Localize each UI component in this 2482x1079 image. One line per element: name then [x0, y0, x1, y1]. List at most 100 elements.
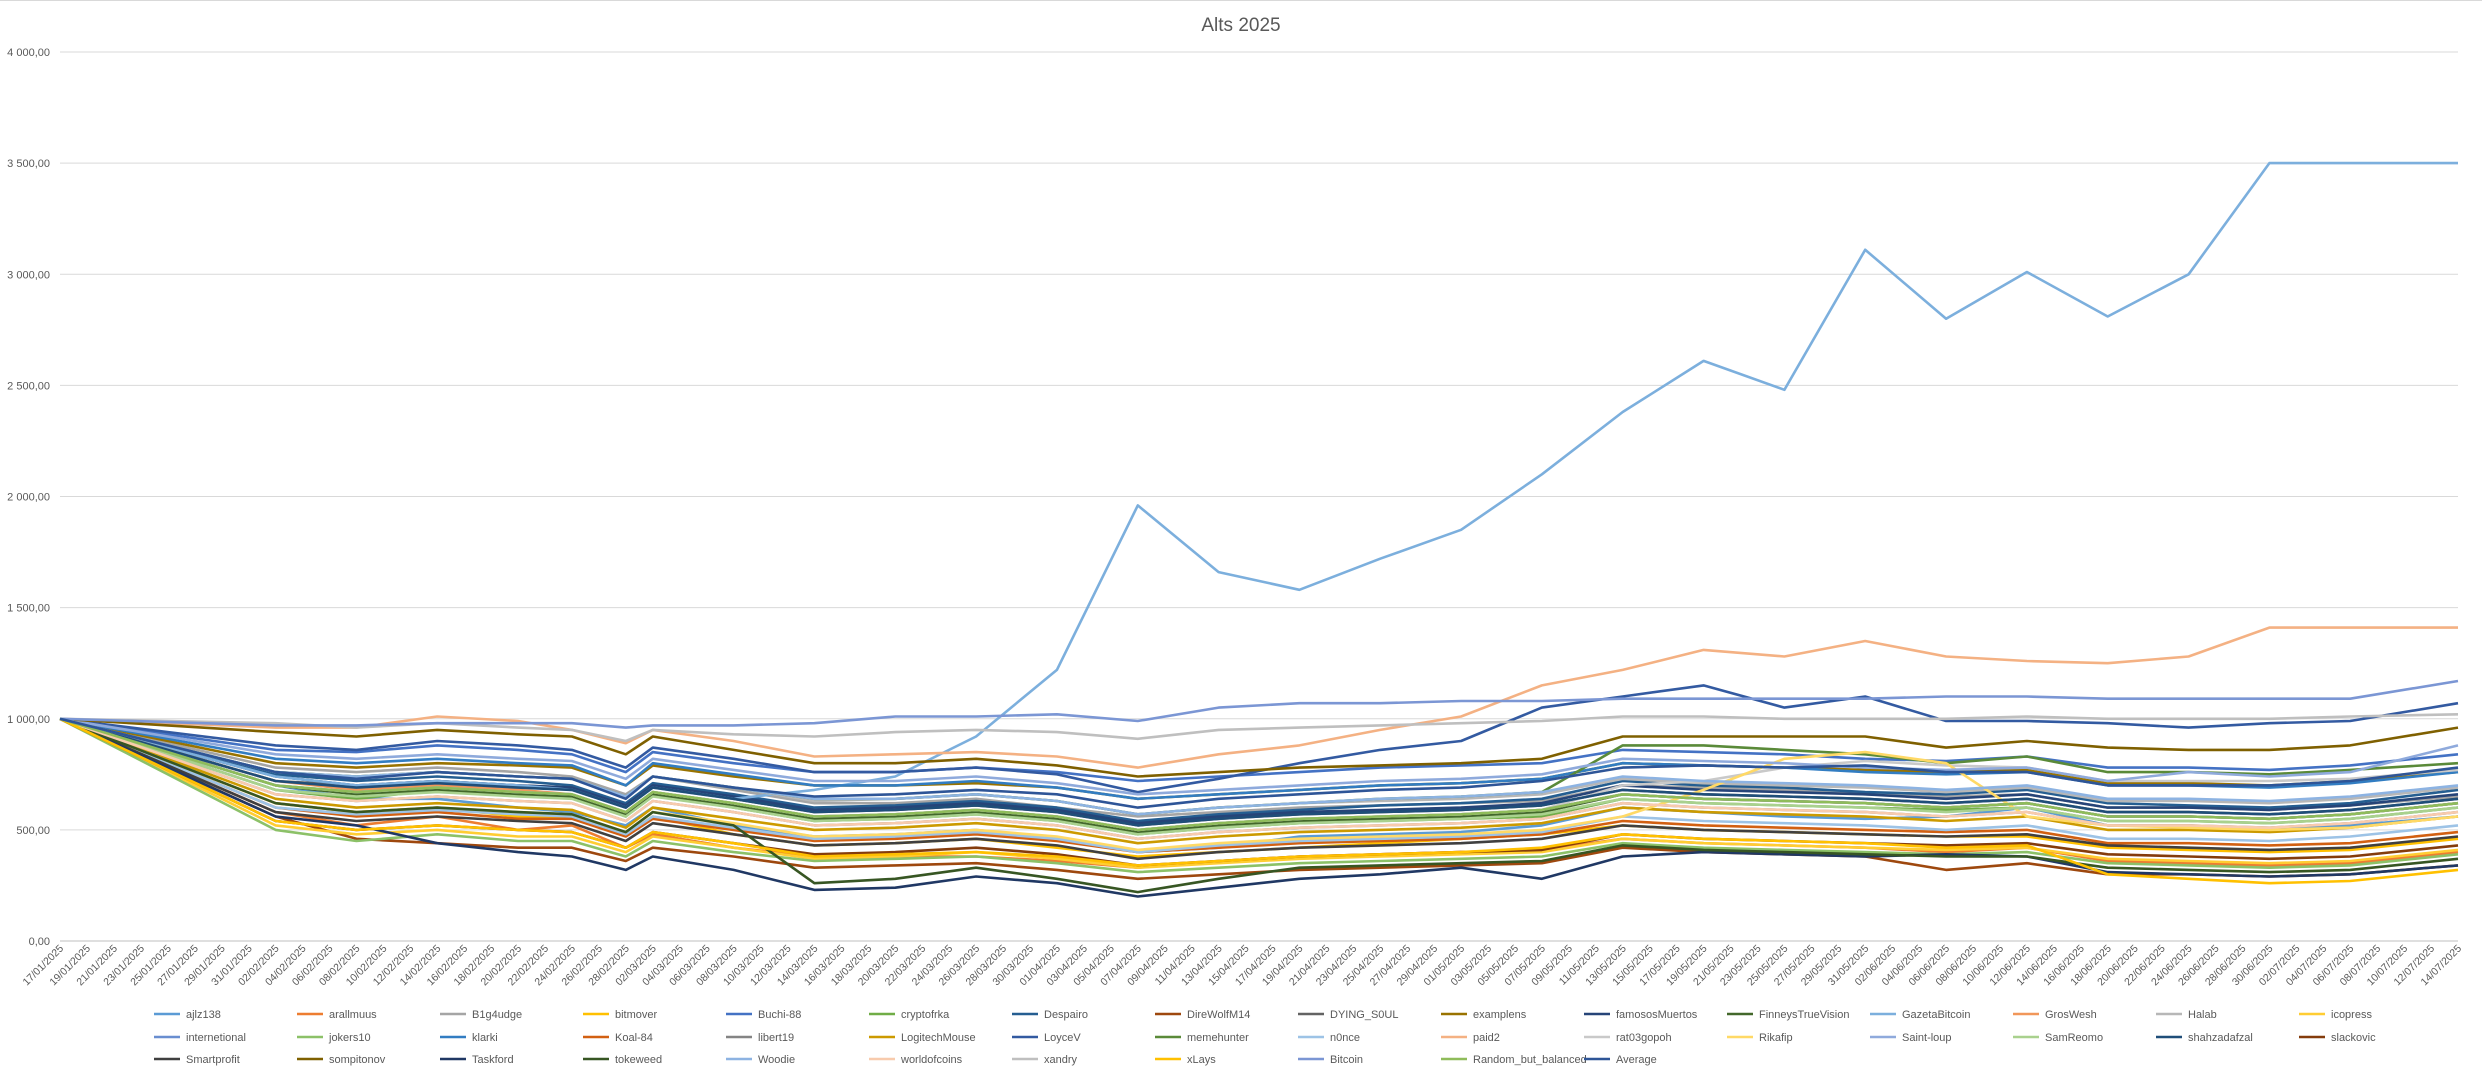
legend-label: GrosWesh [2045, 1009, 2097, 1021]
legend-label: slackovic [2331, 1032, 2376, 1044]
legend-label: icopress [2331, 1009, 2372, 1021]
legend-label: arallmuus [329, 1009, 377, 1021]
legend-label: cryptofrka [901, 1009, 950, 1021]
legend-label: Taskford [472, 1054, 514, 1066]
legend-item: slackovic [2299, 1032, 2376, 1044]
legend-label: Rikafip [1759, 1032, 1793, 1044]
legend-item: libert19 [726, 1032, 794, 1044]
legend-item: worldofcoins [869, 1054, 963, 1066]
y-tick-label: 1 500,00 [7, 603, 50, 615]
legend-item: ajlz138 [154, 1009, 221, 1021]
legend-label: Smartprofit [186, 1054, 240, 1066]
legend-item: cryptofrka [869, 1009, 950, 1021]
series-line-Average [59, 717, 2459, 809]
legend-item: xLays [1155, 1054, 1216, 1066]
legend-item: GazetaBitcoin [1870, 1009, 1970, 1021]
legend-item: DYING_S0UL [1298, 1009, 1398, 1021]
series-line-n0nce [59, 717, 2459, 854]
legend-label: internetional [186, 1032, 246, 1044]
series-line-xLays [59, 717, 2459, 885]
legend-label: Average [1616, 1054, 1657, 1066]
legend-item: Bitcoin [1298, 1054, 1363, 1066]
legend-item: memehunter [1155, 1032, 1249, 1044]
legend-label: B1g4udge [472, 1009, 522, 1021]
series-line-tokeweed [59, 717, 2459, 894]
legend-item: icopress [2299, 1009, 2372, 1021]
legend-label: FinneysTrueVision [1759, 1009, 1850, 1021]
legend-label: DireWolfM14 [1187, 1009, 1250, 1021]
legend-label: sompitonov [329, 1054, 386, 1066]
legend-label: examplens [1473, 1009, 1527, 1021]
legend-label: LoyceV [1044, 1032, 1081, 1044]
legend-label: libert19 [758, 1032, 794, 1044]
series-line-xandry [59, 713, 2459, 743]
series-line-sompitonov [59, 717, 2459, 778]
legend-item: Saint-loup [1870, 1032, 1952, 1044]
legend-item: Average [1584, 1054, 1657, 1066]
legend-label: Buchi-88 [758, 1009, 801, 1021]
legend-item: xandry [1012, 1054, 1078, 1066]
legend-label: jokers10 [328, 1032, 371, 1044]
legend-label: ajlz138 [186, 1009, 221, 1021]
legend-item: LoyceV [1012, 1032, 1081, 1044]
legend-item: klarki [440, 1032, 498, 1044]
series-line-famososMuertos [59, 717, 2459, 825]
legend-item: Buchi-88 [726, 1009, 801, 1021]
series-line-LoyceV [59, 684, 2459, 794]
legend-item: SamReomo [2013, 1032, 2103, 1044]
legend-item: Rikafip [1727, 1032, 1793, 1044]
legend-label: tokeweed [615, 1054, 662, 1066]
legend-item: arallmuus [297, 1009, 377, 1021]
legend-label: DYING_S0UL [1330, 1009, 1398, 1021]
legend-item: Smartprofit [154, 1054, 240, 1066]
series-line-Koal-84 [59, 717, 2459, 854]
legend-item: Woodie [726, 1054, 795, 1066]
legend-item: famososMuertos [1584, 1009, 1698, 1021]
y-tick-label: 500,00 [16, 825, 50, 837]
legend-item: Koal-84 [583, 1032, 653, 1044]
series-line-shahzadafzal [59, 717, 2459, 827]
legend-label: Saint-loup [1902, 1032, 1952, 1044]
legend-item: rat03gopoh [1584, 1032, 1672, 1044]
y-tick-label: 3 500,00 [7, 158, 50, 170]
legend-item: DireWolfM14 [1155, 1009, 1250, 1021]
series-line-worldofcoins [59, 717, 2459, 841]
legend-item: examplens [1441, 1009, 1527, 1021]
series-line-Smartprofit [59, 717, 2459, 861]
y-tick-label: 4 000,00 [7, 47, 50, 59]
legend-item: tokeweed [583, 1054, 662, 1066]
legend-label: SamReomo [2045, 1032, 2103, 1044]
legend-item: n0nce [1298, 1032, 1360, 1044]
chart-title: Alts 2025 [1201, 15, 1280, 36]
legend-label: memehunter [1187, 1032, 1249, 1044]
series-line-SamReomo [59, 717, 2459, 836]
y-axis-ticks: 0,00 500,00 1 000,00 1 500,00 2 000,00 2 500,… [7, 47, 50, 948]
series-line-Bitcoin [59, 679, 2459, 729]
y-tick-label: 2 000,00 [7, 492, 50, 504]
legend-label: rat03gopoh [1616, 1032, 1672, 1044]
legend-label: xLays [1187, 1054, 1216, 1066]
series-line-Saint-loup [59, 717, 2459, 796]
legend-item: internetional [154, 1032, 246, 1044]
legend: ajlz138 arallmuus B1g4udge bitmover Buchi-88… [154, 1009, 2376, 1066]
y-tick-label: 1 000,00 [7, 714, 50, 726]
legend-item: shahzadafzal [2156, 1032, 2253, 1044]
x-axis-ticks: 17/01/202519/01/202521/01/202523/01/2025… [20, 943, 2464, 989]
legend-item: bitmover [583, 1009, 658, 1021]
legend-item: FinneysTrueVision [1727, 1009, 1850, 1021]
legend-label: n0nce [1330, 1032, 1360, 1044]
series-line-jokers10 [59, 717, 2459, 874]
legend-item: Halab [2156, 1009, 2217, 1021]
legend-label: Despairo [1044, 1009, 1088, 1021]
series-line-GazetaBitcoin [59, 161, 2458, 809]
y-tick-label: 2 500,00 [7, 380, 50, 392]
legend-item: Taskford [440, 1054, 514, 1066]
y-tick-label: 0,00 [29, 936, 50, 948]
legend-label: Woodie [758, 1054, 795, 1066]
series-line-Despairo [59, 717, 2459, 823]
legend-label: LogitechMouse [901, 1032, 976, 1044]
legend-label: GazetaBitcoin [1902, 1009, 1970, 1021]
legend-label: Halab [2188, 1009, 2217, 1021]
